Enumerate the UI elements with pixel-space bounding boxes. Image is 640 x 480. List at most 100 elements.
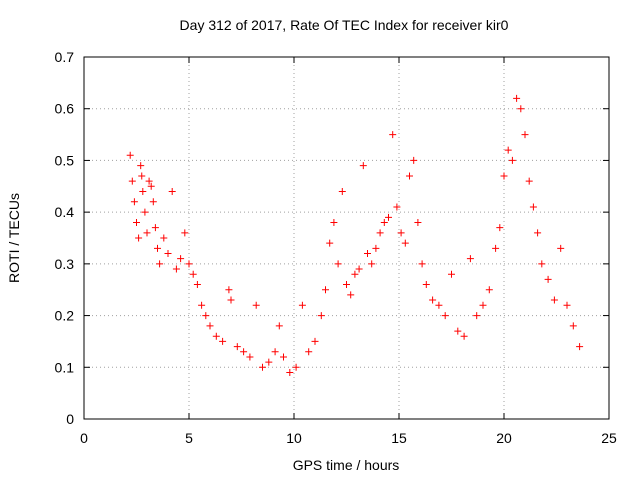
data-point <box>240 348 248 356</box>
data-point <box>160 234 168 242</box>
data-point <box>206 322 214 330</box>
data-point <box>202 312 210 320</box>
data-point <box>454 327 462 335</box>
x-tick-label: 0 <box>80 430 88 446</box>
data-point <box>225 286 233 294</box>
data-point <box>139 187 147 195</box>
data-point <box>397 229 405 237</box>
y-tick-label: 0.6 <box>55 101 75 117</box>
x-tick-label: 15 <box>391 430 407 446</box>
data-point <box>185 260 193 268</box>
data-point <box>280 353 287 361</box>
x-tick-label: 5 <box>185 430 193 446</box>
data-point <box>138 172 146 180</box>
data-point <box>311 337 319 345</box>
data-point <box>372 244 380 252</box>
data-point <box>351 270 359 278</box>
x-tick-label: 20 <box>496 430 512 446</box>
data-point <box>557 244 565 252</box>
data-point <box>233 343 241 351</box>
data-point <box>364 250 371 258</box>
data-point <box>466 255 474 263</box>
data-point <box>576 343 584 351</box>
data-point <box>189 270 197 278</box>
data-point <box>154 244 161 252</box>
x-axis-label: GPS time / hours <box>293 457 400 473</box>
data-point <box>135 234 143 242</box>
data-point <box>441 312 449 320</box>
data-point <box>326 239 334 247</box>
data-point <box>168 187 176 195</box>
chart-title: Day 312 of 2017, Rate Of TEC Index for r… <box>180 17 509 33</box>
data-point <box>401 239 409 247</box>
data-point <box>385 213 392 221</box>
data-point <box>265 358 273 366</box>
data-point <box>429 296 437 304</box>
data-point <box>544 275 552 283</box>
x-tick-label: 10 <box>286 430 302 446</box>
data-point <box>529 203 537 211</box>
data-point <box>376 229 384 237</box>
data-point <box>355 265 363 273</box>
data-point <box>149 198 157 206</box>
x-tick-label: 25 <box>601 430 617 446</box>
data-point <box>286 368 294 376</box>
data-point <box>504 146 512 154</box>
data-point <box>292 363 300 371</box>
data-point <box>492 244 500 252</box>
y-tick-label: 0 <box>66 411 74 427</box>
data-point <box>259 363 266 371</box>
data-point <box>322 286 329 294</box>
data-point <box>448 270 455 278</box>
data-point <box>198 301 206 309</box>
data-point <box>393 203 401 211</box>
data-point <box>347 291 355 299</box>
data-point <box>126 151 134 159</box>
data-point <box>156 260 164 268</box>
data-point <box>485 286 493 294</box>
axis-ticks: 0 0.1 0.2 0.3 0.4 0.5 0.6 0.7 0 5 10 15 20 25 <box>55 49 617 446</box>
data-point <box>368 260 376 268</box>
data-point <box>496 224 504 232</box>
data-point <box>525 177 533 185</box>
data-point <box>193 281 201 289</box>
data-point <box>145 177 153 185</box>
data-point <box>172 265 180 273</box>
plot-frame <box>83 56 610 420</box>
data-point <box>479 301 487 309</box>
data-point <box>550 296 558 304</box>
data-point <box>435 301 443 309</box>
data-point <box>359 162 367 170</box>
data-point <box>517 105 525 113</box>
data-point <box>317 312 325 320</box>
data-point <box>305 348 313 356</box>
y-tick-label: 0.2 <box>55 308 75 324</box>
data-point <box>164 250 172 258</box>
data-point <box>418 260 426 268</box>
data-point <box>137 162 145 170</box>
data-point <box>513 94 521 102</box>
y-tick-label: 0.4 <box>55 204 75 220</box>
data-point <box>569 322 577 330</box>
data-point <box>252 301 260 309</box>
data-point <box>219 337 227 345</box>
data-point <box>128 177 136 185</box>
data-point <box>538 260 546 268</box>
data-point <box>151 224 159 232</box>
y-axis-label: ROTI / TECUs <box>6 193 22 283</box>
data-point <box>275 322 283 330</box>
data-point <box>380 218 388 226</box>
data-point <box>141 208 149 216</box>
data-point <box>133 218 140 226</box>
data-point <box>343 281 350 289</box>
data-point <box>338 187 346 195</box>
y-tick-label: 0.5 <box>55 152 75 168</box>
y-tick-label: 0.1 <box>55 359 75 375</box>
data-point <box>521 131 529 139</box>
data-point <box>298 301 306 309</box>
data-point <box>212 332 220 340</box>
data-point <box>334 260 342 268</box>
data-point <box>143 229 151 237</box>
data-point <box>181 229 189 237</box>
